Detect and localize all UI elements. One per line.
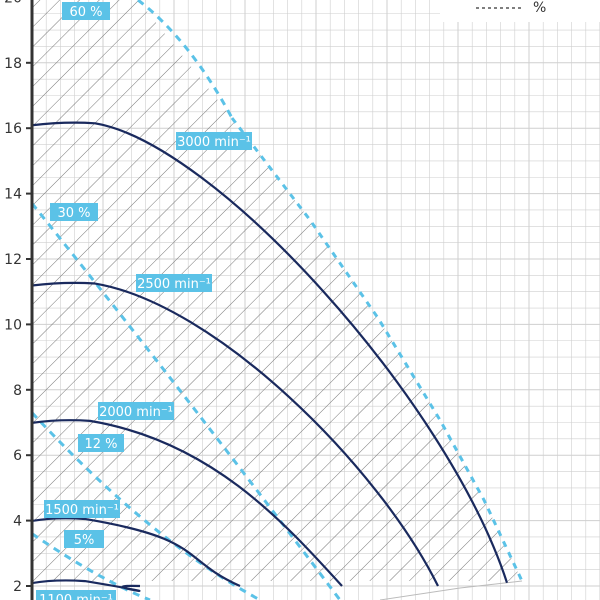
y-tick-label: 20	[4, 0, 22, 6]
percent-line-60-boundary	[137, 0, 234, 119]
speed-curve-label-box	[136, 274, 212, 292]
speed-curve-label-box	[44, 500, 120, 518]
speed-curve-label: 2000 min⁻¹	[99, 405, 173, 420]
percent-line-label: 60 %	[69, 5, 102, 20]
percent-line	[32, 411, 261, 600]
y-tick-label: 2	[13, 579, 22, 595]
speed-curve-label-box	[176, 132, 252, 150]
y-tick-label: 10	[4, 317, 22, 333]
percent-line-label-box	[62, 2, 110, 20]
boundary-lower-line	[379, 580, 523, 600]
speed-curve	[32, 517, 241, 588]
percent-line-label-box	[50, 203, 98, 221]
speed-curve-label: 1100 min⁻¹	[39, 593, 113, 600]
speed-curve-label: 2500 min⁻¹	[137, 277, 211, 292]
percent-line-label: 5%	[74, 533, 95, 548]
speed-curve-label: 1500 min⁻¹	[45, 503, 119, 518]
percent-line-label-box	[64, 530, 104, 548]
legend: %	[440, 0, 600, 22]
curve-labels: 3000 min⁻¹ 2500 min⁻¹ 2000 min⁻¹ 1500 min⁻¹…	[36, 2, 252, 600]
percent-line	[32, 532, 151, 600]
speed-curve	[32, 579, 141, 593]
y-tick-label: 4	[13, 514, 22, 530]
legend-label: %	[533, 0, 546, 16]
percent-line-label: 12 %	[84, 437, 117, 452]
speed-curve	[32, 281, 439, 587]
speed-curve-label-box	[36, 590, 116, 600]
y-tick-label: 14	[4, 187, 22, 203]
speed-curve	[32, 121, 509, 584]
y-axis: 2 4 6 8 10 12 14 16 18 20	[4, 0, 34, 600]
legend-box	[440, 0, 600, 22]
percent-line	[32, 202, 342, 600]
percent-lines	[32, 0, 342, 600]
boundary-line	[230, 117, 524, 582]
y-tick-label: 6	[13, 448, 22, 464]
operating-area-hatch	[32, 0, 522, 581]
y-tick-label: 18	[4, 56, 22, 72]
percent-line-label-box	[78, 434, 124, 452]
y-tick-label: 16	[4, 121, 22, 137]
percent-line-label: 30 %	[57, 206, 90, 221]
speed-curves	[32, 121, 509, 593]
speed-curve	[32, 419, 343, 587]
y-tick-label: 8	[13, 383, 22, 399]
y-tick-label: 12	[4, 252, 22, 268]
speed-curve-label: 3000 min⁻¹	[177, 135, 251, 150]
speed-curve-label-box	[98, 402, 174, 420]
